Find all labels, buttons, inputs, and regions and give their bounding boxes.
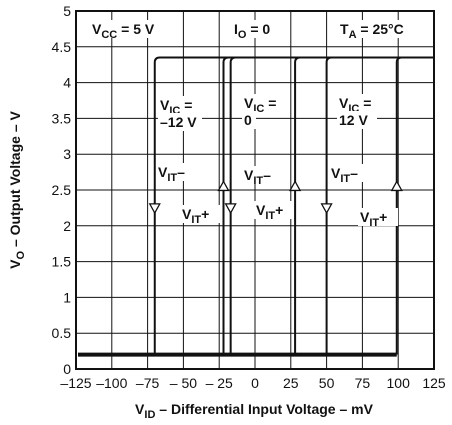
x-tick-label: 125 <box>422 375 446 391</box>
label-vit-minus-3-bg <box>329 164 369 182</box>
label-vit-plus-3-bg <box>358 208 398 226</box>
series-line-vit-minus <box>229 56 433 355</box>
condition-ta: TA = 25°C <box>340 21 404 41</box>
up-arrow-icon <box>217 180 230 192</box>
series-line-vit-minus <box>153 56 433 355</box>
series-line-vit-plus <box>222 56 433 355</box>
x-tick-label: –100 <box>96 375 127 391</box>
series-line-vit-minus <box>325 56 433 355</box>
label-vic-0-line2-bg <box>242 111 256 129</box>
y-tick-label: 2 <box>63 218 71 234</box>
condition-vcc-bg <box>90 20 166 38</box>
down-arrow-icon <box>320 203 333 215</box>
up-arrow-icon <box>288 180 302 192</box>
label-vit-minus-1-bg <box>156 163 196 181</box>
y-tick-label: 1.5 <box>52 254 72 270</box>
y-tick-label: 4.5 <box>52 39 72 55</box>
label-vic-12-line2-bg <box>337 111 377 129</box>
label-vit-minus-3: VIT– <box>331 165 358 185</box>
y-tick-label: 5 <box>63 3 71 19</box>
series-line-vit-plus <box>395 56 433 355</box>
y-tick-label: 3 <box>63 146 71 162</box>
down-arrow-icon <box>224 203 237 215</box>
series-line-vit-plus <box>294 56 433 355</box>
x-tick-label: – 50 <box>170 375 197 391</box>
condition-ta-bg <box>338 20 412 38</box>
up-arrow-icon <box>390 180 403 192</box>
label-vic-0-line1: VIC = <box>244 95 276 115</box>
y-tick-label: 3.5 <box>52 110 72 126</box>
label-vic-neg12-line2-bg <box>158 113 202 131</box>
label-vit-plus-1-bg <box>180 205 220 223</box>
label-vic-12-line1-bg <box>337 94 381 112</box>
down-arrow-icon <box>148 203 161 215</box>
y-axis-title: VO – Output Voltage – V <box>7 111 27 269</box>
label-vit-minus-1: VIT– <box>158 164 185 184</box>
label-vit-plus-3: VIT+ <box>360 209 387 229</box>
label-vic-neg12-line2: –12 V <box>160 114 197 130</box>
x-tick-label: 25 <box>283 375 299 391</box>
label-vic-0-line1-bg <box>242 94 286 112</box>
x-tick-label: 75 <box>355 375 371 391</box>
x-tick-label: –75 <box>136 375 160 391</box>
tick-labels: –125 –100 –75– 50– 25 0 25 50 75 100 12500.511.5… <box>52 3 446 391</box>
label-vic-0-line2: 0 <box>244 112 252 128</box>
label-vit-plus-2-bg <box>254 201 294 219</box>
curves <box>78 56 433 357</box>
label-vit-minus-2: VIT– <box>244 167 271 187</box>
grid <box>75 10 435 370</box>
label-vit-minus-2-bg <box>242 166 282 184</box>
y-tick-label: 2.5 <box>52 182 72 198</box>
condition-vcc: VCC = 5 V <box>92 21 155 41</box>
label-vic-neg12-line1-bg <box>158 96 206 114</box>
condition-io-bg <box>232 20 284 38</box>
y-tick-label: 1 <box>63 289 71 305</box>
x-tick-label: 0 <box>251 375 259 391</box>
label-vic-12-line1: VIC = <box>339 95 371 115</box>
x-axis-title: VID – Differential Input Voltage – mV <box>135 401 374 421</box>
label-vic-12-line2: 12 V <box>339 112 368 128</box>
x-tick-label: 100 <box>387 375 411 391</box>
label-vic-neg12-line1: VIC = <box>160 97 192 117</box>
x-tick-label: – 25 <box>206 375 233 391</box>
label-vit-plus-1: VIT+ <box>182 206 209 226</box>
arrows <box>148 180 403 215</box>
x-tick-label: 50 <box>319 375 335 391</box>
label-vit-plus-2: VIT+ <box>256 202 283 222</box>
y-tick-label: 0.5 <box>52 325 72 341</box>
x-tick-label: –125 <box>60 375 91 391</box>
plot-frame <box>75 10 435 370</box>
condition-io: IO = 0 <box>234 21 270 41</box>
y-tick-label: 0 <box>63 361 71 377</box>
y-tick-label: 4 <box>63 75 71 91</box>
